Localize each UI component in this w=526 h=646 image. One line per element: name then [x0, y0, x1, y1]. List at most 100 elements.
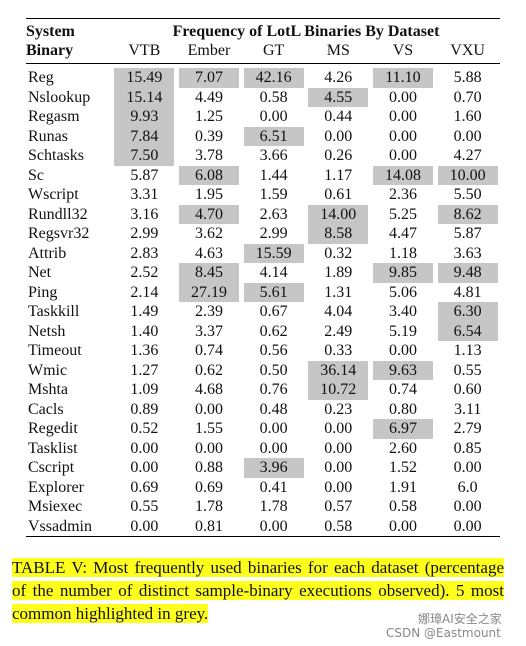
binary-name: Rundll32 — [28, 205, 88, 223]
value-text: 3.11 — [453, 400, 482, 418]
value-cell: 5.25 — [371, 205, 436, 225]
value-cell: 15.59 — [241, 243, 306, 263]
value-text: 2.99 — [259, 225, 288, 242]
value-text: 2.60 — [388, 439, 417, 457]
value-cell: 1.09 — [112, 380, 177, 400]
value-cell: 1.89 — [306, 263, 371, 283]
value-cell: 0.00 — [435, 516, 500, 537]
value-cell: 1.36 — [112, 341, 177, 361]
value-text: 0.85 — [453, 439, 482, 457]
value-cell: 0.00 — [306, 478, 371, 498]
value-text: 1.36 — [130, 342, 159, 359]
value-cell: 5.88 — [435, 64, 500, 88]
value-cell: 0.55 — [435, 361, 500, 381]
value-text: 5.06 — [388, 283, 417, 301]
value-text: 1.09 — [130, 381, 159, 398]
value-text: 0.00 — [453, 517, 482, 535]
value-text: 1.60 — [453, 108, 482, 125]
value-cell: 6.08 — [177, 165, 242, 185]
value-text: 42.16 — [243, 68, 304, 88]
value-text: 5.50 — [453, 186, 482, 203]
header-cell: Binary — [26, 41, 112, 64]
value-cell: 0.32 — [306, 244, 371, 264]
table-row: Wmic 1.27 0.62 0.50 36.14 9.63 0.55 — [26, 360, 500, 381]
value-cell: 3.37 — [177, 322, 242, 342]
value-cell: 0.58 — [241, 88, 306, 108]
value-cell: 1.52 — [371, 458, 436, 478]
value-text: 0.55 — [453, 361, 482, 379]
table-row: Attrib 2.83 4.63 15.59 0.32 1.18 3.63 — [26, 243, 500, 264]
binary-name: Schtasks — [28, 147, 84, 164]
value-cell: 5.50 — [435, 185, 500, 205]
value-cell: 2.49 — [306, 322, 371, 342]
value-text: 0.00 — [453, 127, 482, 145]
value-cell: 3.40 — [371, 302, 436, 322]
value-text: 4.14 — [259, 264, 288, 281]
table-row: Vssadmin 0.00 0.81 0.00 0.58 0.00 0.00 — [26, 516, 500, 537]
value-text: 0.00 — [130, 459, 159, 476]
value-cell: 0.00 — [371, 127, 436, 147]
value-text: 3.63 — [453, 244, 482, 262]
value-text: 14.08 — [372, 165, 433, 185]
value-cell: 5.06 — [371, 283, 436, 303]
value-cell: 6.30 — [435, 302, 500, 322]
value-text: 8.58 — [308, 224, 369, 244]
value-text: 0.48 — [259, 400, 288, 418]
binary-name: Tasklist — [28, 439, 78, 457]
value-text: 0.76 — [259, 381, 288, 398]
value-cell: 0.00 — [371, 146, 436, 166]
value-text: 0.81 — [194, 517, 223, 535]
value-text: 0.62 — [259, 322, 288, 340]
value-cell: 0.00 — [371, 88, 436, 108]
value-cell: 2.39 — [177, 302, 242, 322]
value-cell: 9.93 — [112, 107, 177, 127]
value-text: 9.63 — [372, 360, 433, 380]
value-cell: 0.70 — [435, 88, 500, 108]
value-cell: 1.40 — [112, 322, 177, 342]
value-text: 0.55 — [130, 498, 159, 515]
value-cell: 1.13 — [435, 341, 500, 361]
lotl-table: System Frequency of LotL Binaries By Data… — [26, 18, 500, 537]
value-text: 4.55 — [308, 87, 369, 107]
value-cell: 0.26 — [306, 146, 371, 166]
value-text: 36.14 — [308, 360, 369, 380]
value-cell: 0.44 — [306, 107, 371, 127]
value-cell: 2.79 — [435, 419, 500, 439]
value-cell: 0.62 — [177, 361, 242, 381]
header-cell: System — [26, 18, 112, 41]
value-cell: 27.19 — [177, 282, 242, 302]
value-text: 2.83 — [130, 244, 159, 262]
value-cell: 0.00 — [370, 516, 436, 537]
value-text: 5.87 — [453, 225, 482, 242]
value-cell: 0.00 — [241, 516, 306, 537]
value-cell: 2.52 — [112, 263, 177, 283]
binary-name: Netsh — [28, 322, 66, 340]
value-text: 0.00 — [194, 400, 223, 418]
value-cell: 1.25 — [177, 107, 242, 127]
value-text: 3.37 — [194, 322, 223, 340]
value-cell: 5.61 — [241, 282, 306, 302]
value-cell: 5.87 — [435, 224, 500, 244]
value-text: 1.78 — [194, 498, 223, 515]
value-text: 7.84 — [114, 126, 175, 146]
value-text: 6.54 — [437, 321, 498, 341]
value-cell: 0.00 — [371, 341, 436, 361]
value-cell: 0.00 — [241, 439, 306, 459]
value-text: 3.96 — [243, 458, 304, 478]
value-text: 0.00 — [259, 517, 288, 535]
value-text: 6.0 — [457, 478, 478, 496]
value-text: 0.00 — [324, 478, 353, 496]
value-text: 1.49 — [130, 303, 159, 320]
value-text: 0.74 — [388, 381, 417, 398]
value-cell: 0.00 — [112, 458, 177, 478]
value-cell: 0.85 — [435, 439, 500, 459]
value-text: 4.68 — [194, 381, 223, 398]
value-text: 0.32 — [324, 244, 353, 262]
value-text: 14.00 — [308, 204, 369, 224]
column-header: VXU — [435, 41, 500, 64]
binary-name: Vssadmin — [26, 516, 112, 537]
value-text: 0.62 — [194, 361, 223, 379]
value-cell: 4.70 — [177, 204, 242, 224]
value-cell: 0.74 — [177, 341, 242, 361]
value-cell: 0.58 — [305, 516, 371, 537]
